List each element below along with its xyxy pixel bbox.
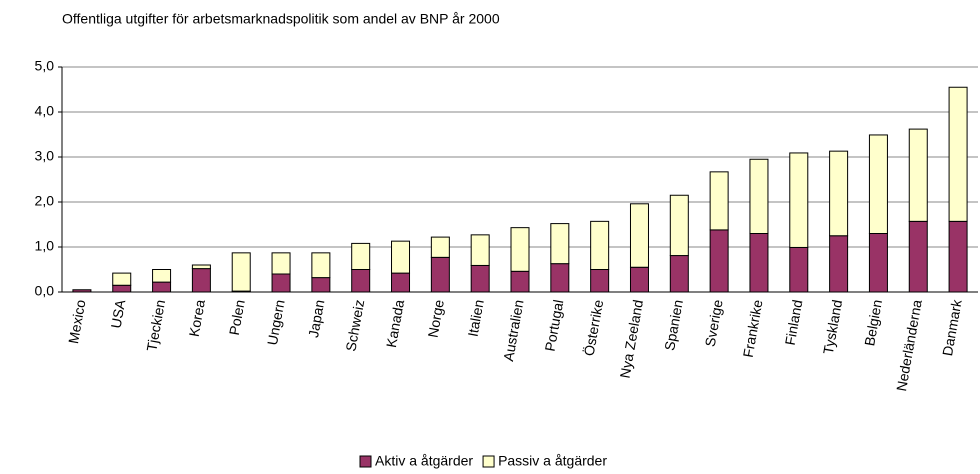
x-tick-label: Sverige <box>702 298 726 348</box>
legend-swatch <box>359 455 372 468</box>
bar-segment <box>829 150 849 237</box>
bar-segment <box>510 270 530 293</box>
bar-segment <box>590 269 610 293</box>
x-tick-label: Portugal <box>542 298 567 352</box>
bar-segment <box>789 152 809 248</box>
bar-segment <box>789 246 809 293</box>
x-tick-label: Frankrike <box>740 298 766 358</box>
bar-segment <box>152 281 172 293</box>
bar-segment <box>948 86 968 222</box>
bar-segment <box>191 264 211 270</box>
bar-segment <box>709 229 729 293</box>
x-tick-label: Nederländerna <box>893 298 925 392</box>
y-tick-label: 0,0 <box>35 283 55 299</box>
bar-segment <box>908 128 928 222</box>
x-tick-label: Kanada <box>383 298 407 349</box>
x-tick-label: Tyskland <box>820 298 845 355</box>
chart-title: Offentliga utgifter för arbetsmarknadspo… <box>62 11 500 27</box>
x-tick-label: Ungern <box>264 298 288 346</box>
bar-segment <box>72 289 92 293</box>
y-tick-label: 1,0 <box>35 238 55 254</box>
bar-segment <box>391 240 411 274</box>
bar-segment <box>669 194 689 257</box>
bar-segment <box>829 235 849 293</box>
bar-segment <box>311 277 331 293</box>
bar-segment <box>948 220 968 293</box>
bar-segment <box>470 234 490 266</box>
bar-segment <box>351 269 371 293</box>
bar-segment <box>112 272 132 286</box>
legend-swatch <box>482 455 495 468</box>
bar-segment <box>112 284 132 293</box>
bar-segment <box>908 220 928 293</box>
bar-segment <box>510 227 530 272</box>
bar-segment <box>271 252 291 275</box>
bar-segment <box>669 255 689 293</box>
bar-segment <box>391 272 411 293</box>
x-tick-label: Schweiz <box>342 298 367 352</box>
bar-segment <box>629 266 649 293</box>
x-tick-label: Italien <box>465 298 487 338</box>
x-tick-label: Spanien <box>661 298 686 351</box>
x-tick-label: Polen <box>226 298 248 336</box>
bar-segment <box>152 269 172 283</box>
x-tick-label: Korea <box>186 298 208 338</box>
bar-segment <box>470 264 490 293</box>
y-tick-label: 3,0 <box>35 148 55 164</box>
bar-segment <box>709 171 729 231</box>
legend-label: Passiv a åtgärder <box>498 453 607 469</box>
bar-segment <box>430 256 450 293</box>
bar-segment <box>629 203 649 268</box>
x-tick-label: Norge <box>425 298 447 339</box>
x-tick-label: Tjeckien <box>143 298 168 352</box>
x-tick-label: Mexico <box>65 298 88 345</box>
x-tick-label: Australien <box>500 298 527 362</box>
x-tick-label: USA <box>108 298 129 330</box>
x-tick-label: Finland <box>782 298 806 346</box>
bar-segment <box>191 268 211 293</box>
bar-segment <box>868 233 888 293</box>
x-tick-label: Belgien <box>861 298 885 347</box>
x-tick-label: Japan <box>305 298 327 338</box>
bar-segment <box>271 273 291 293</box>
bar-segment <box>868 134 888 234</box>
bar-segment <box>351 242 371 270</box>
bar-segment <box>550 223 570 265</box>
bar-segment <box>749 158 769 234</box>
x-tick-label: Österrike <box>580 298 607 357</box>
bar-segment <box>749 233 769 293</box>
y-tick-label: 5,0 <box>35 58 55 74</box>
bar-segment <box>550 263 570 293</box>
legend-label: Aktiv a åtgärder <box>375 453 473 469</box>
bar-segment <box>311 252 331 279</box>
bar-segment <box>430 236 450 258</box>
x-tick-label: Nya Zeeland <box>617 298 647 379</box>
y-tick-label: 4,0 <box>35 103 55 119</box>
bar-segment <box>231 252 251 292</box>
bar-segment <box>590 220 610 271</box>
x-tick-label: Danmark <box>939 297 965 357</box>
y-tick-label: 2,0 <box>35 193 55 209</box>
